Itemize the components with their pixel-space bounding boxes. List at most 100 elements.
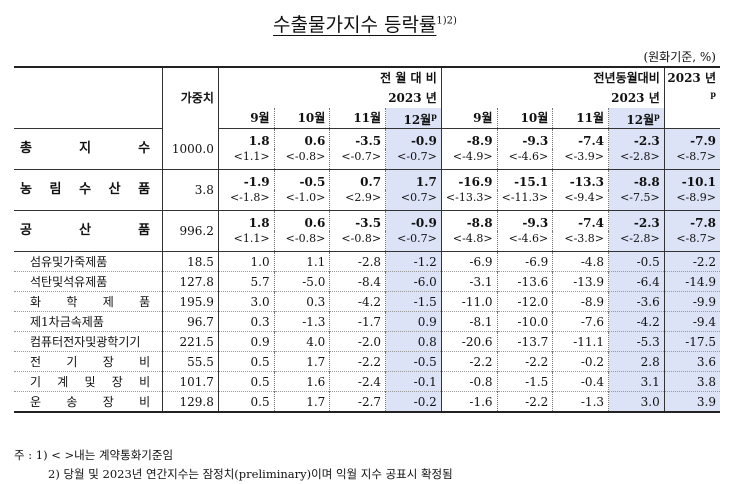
krw-value-cell: <-0.7> bbox=[385, 231, 442, 252]
mom-month-header: 9월 bbox=[217, 108, 275, 129]
label-char: 총 bbox=[20, 141, 32, 156]
label-char: 및 bbox=[84, 374, 96, 389]
value-cell: 4.0 bbox=[273, 331, 330, 352]
value-cell: -2.2 bbox=[496, 391, 553, 413]
value-cell: -2.4 bbox=[329, 371, 386, 392]
value-cell: -3.1 bbox=[440, 271, 498, 292]
value-cell: -5.3 bbox=[608, 331, 665, 352]
value-cell: -8.4 bbox=[329, 271, 386, 292]
label-char: 비 bbox=[139, 354, 151, 369]
value-cell: 1.0 bbox=[217, 251, 275, 272]
krw-value-cell: <-0.7> bbox=[329, 149, 386, 170]
label-char: 장 bbox=[102, 394, 114, 409]
value-cell: 3.1 bbox=[608, 371, 665, 392]
value-cell: -9.3 bbox=[496, 210, 553, 231]
label-char: 비 bbox=[139, 374, 151, 389]
value-cell: -0.9 bbox=[385, 210, 442, 231]
value-cell: -13.9 bbox=[552, 271, 609, 292]
header-annual: 2023 년 p bbox=[663, 66, 720, 108]
month-label: 11월 bbox=[353, 111, 382, 125]
label-char: 지 bbox=[79, 141, 92, 156]
value-cell: -16.9 bbox=[440, 169, 498, 190]
label-char: 비 bbox=[139, 394, 151, 409]
krw-value-cell: <-1.0> bbox=[273, 190, 330, 211]
value-cell: -0.4 bbox=[552, 371, 609, 392]
krw-value-cell: <-3.9> bbox=[552, 149, 609, 170]
value-cell: -8.9 bbox=[440, 128, 498, 149]
krw-value-cell: <-0.8> bbox=[273, 231, 330, 252]
value-cell: 1.7 bbox=[385, 169, 442, 190]
krw-value-cell: <-2.8> bbox=[608, 149, 665, 170]
subrow-label-text: 섬유및가죽제품 bbox=[30, 254, 158, 270]
subrow-label-text: 석탄및석유제품 bbox=[30, 274, 158, 290]
month-label: 9월 bbox=[473, 111, 493, 125]
annual-krw-cell: <-8.7> bbox=[663, 149, 720, 170]
header-yoy-year: 2023 년 bbox=[440, 88, 665, 108]
month-label: 12월 bbox=[626, 113, 655, 127]
krw-value-cell: <-4.8> bbox=[440, 231, 498, 252]
annual-value-cell: -10.1 bbox=[663, 169, 720, 190]
label-char: 품 bbox=[138, 223, 151, 238]
month-label: 10월 bbox=[520, 111, 549, 125]
subrow-label-text: 제1차금속제품 bbox=[30, 314, 158, 330]
value-cell: -2.2 bbox=[440, 351, 498, 372]
value-cell: -2.8 bbox=[329, 251, 386, 272]
label-char: 림 bbox=[49, 182, 62, 197]
yoy-month-header: 10월 bbox=[496, 108, 553, 129]
mom-month-header: 12월p bbox=[385, 108, 442, 129]
annual-value-cell: -14.9 bbox=[663, 271, 720, 292]
value-cell: -4.2 bbox=[329, 291, 386, 312]
value-cell: -1.2 bbox=[385, 251, 442, 272]
annual-value-cell: -7.8 bbox=[663, 210, 720, 231]
value-cell: 0.5 bbox=[217, 371, 275, 392]
label-text: 컴퓨터전자및광학기기 bbox=[30, 334, 141, 349]
value-cell: -3.5 bbox=[329, 210, 386, 231]
value-cell: -0.2 bbox=[385, 391, 442, 413]
header-mom-group: 전 월 대 비 bbox=[217, 66, 442, 88]
annual-value-cell: -7.9 bbox=[663, 128, 720, 149]
value-cell: -0.1 bbox=[385, 371, 442, 392]
value-cell: -2.2 bbox=[329, 351, 386, 372]
subrow-label: 컴퓨터전자및광학기기 bbox=[14, 331, 163, 352]
value-cell: 3.0 bbox=[608, 391, 665, 413]
krw-value-cell: <-1.8> bbox=[217, 190, 275, 211]
value-cell: -1.6 bbox=[440, 391, 498, 413]
row-weight: 1000.0 bbox=[162, 128, 219, 170]
label-char: 수 bbox=[79, 182, 92, 197]
label-char: 산 bbox=[79, 223, 92, 238]
label-char: 전 bbox=[30, 354, 42, 369]
footnote-1: 주 : 1) < >내는 계약통화기준임 bbox=[14, 448, 174, 462]
value-cell: 1.7 bbox=[273, 351, 330, 372]
value-cell: -20.6 bbox=[440, 331, 498, 352]
subrow-label: 석탄및석유제품 bbox=[14, 271, 163, 292]
value-cell: -11.1 bbox=[552, 331, 609, 352]
krw-value-cell: <-9.4> bbox=[552, 190, 609, 211]
krw-value-cell: <-4.9> bbox=[440, 149, 498, 170]
value-cell: -0.8 bbox=[440, 371, 498, 392]
annual-krw-cell: <-8.9> bbox=[663, 190, 720, 211]
value-cell: -2.0 bbox=[329, 331, 386, 352]
value-cell: -7.4 bbox=[552, 210, 609, 231]
row-weight: 3.8 bbox=[162, 169, 219, 211]
value-cell: -11.0 bbox=[440, 291, 498, 312]
value-cell: -13.3 bbox=[552, 169, 609, 190]
subrow-weight: 101.7 bbox=[162, 371, 219, 392]
value-cell: 1.8 bbox=[217, 210, 275, 231]
label-char: 기 bbox=[66, 354, 78, 369]
header-blank-2 bbox=[14, 88, 163, 108]
krw-value-cell: <2.9> bbox=[329, 190, 386, 211]
value-cell: -2.2 bbox=[496, 351, 553, 372]
value-cell: -6.9 bbox=[440, 251, 498, 272]
footnotes: 주 : 1) < >내는 계약통화기준임 2) 당월 및 2023년 연간지수는… bbox=[14, 446, 453, 484]
value-cell: 0.3 bbox=[217, 311, 275, 332]
krw-value-cell: <1.1> bbox=[217, 149, 275, 170]
subrow-weight: 96.7 bbox=[162, 311, 219, 332]
krw-value-cell: <-0.8> bbox=[273, 149, 330, 170]
label-char: 학 bbox=[66, 294, 78, 309]
